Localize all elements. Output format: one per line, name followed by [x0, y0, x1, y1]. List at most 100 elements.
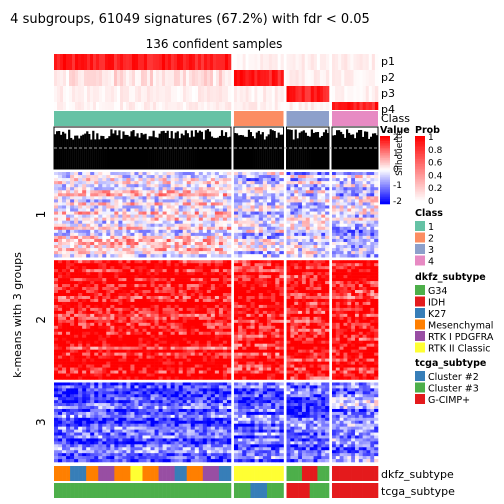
- heat-cell: [271, 181, 276, 185]
- heat-cell: [170, 181, 175, 185]
- heat-cell: [146, 334, 151, 339]
- prob-cell: [266, 102, 270, 110]
- heat-cell: [154, 223, 159, 228]
- heat-cell: [154, 196, 159, 200]
- heat-cell: [250, 263, 255, 267]
- heat-cell: [170, 220, 175, 225]
- heat-cell: [182, 334, 188, 339]
- heat-cell: [130, 275, 135, 279]
- prob-cell: [74, 102, 79, 110]
- prob-cell: [209, 70, 214, 86]
- prob-cell: [203, 70, 208, 86]
- heat-cell: [154, 226, 159, 231]
- heat-cell: [198, 346, 204, 350]
- heat-cell: [70, 334, 75, 339]
- heat-cell: [94, 196, 99, 200]
- heat-cell: [70, 263, 75, 267]
- heat-cell: [351, 245, 356, 249]
- heat-cell: [82, 181, 87, 185]
- heat-cell: [206, 235, 212, 240]
- heat-cell: [78, 343, 83, 347]
- heat-cell: [258, 355, 264, 359]
- heat-cell: [114, 325, 119, 330]
- heat-cell: [351, 175, 356, 179]
- heat-cell: [54, 214, 59, 218]
- heat-cell: [138, 352, 143, 356]
- heat-cell: [134, 293, 139, 297]
- heat-cell: [78, 287, 83, 291]
- prob-cell: [86, 102, 91, 110]
- heat-cell: [82, 235, 87, 240]
- heat-cell: [162, 175, 167, 179]
- prob-cell: [101, 70, 106, 86]
- heat-cell: [170, 223, 175, 228]
- prob-cell: [143, 86, 148, 102]
- heat-cell: [190, 364, 196, 368]
- prob-cell: [125, 70, 130, 86]
- silhouette-bar: [253, 138, 256, 169]
- heat-cell: [246, 352, 251, 356]
- heat-cell: [339, 172, 344, 176]
- heat-cell: [242, 310, 247, 315]
- heat-cell: [54, 310, 59, 315]
- heat-cell: [130, 370, 135, 374]
- heat-cell: [182, 217, 188, 221]
- heat-cell: [58, 337, 63, 342]
- heat-cell: [142, 284, 147, 288]
- class-bar-4: [331, 111, 378, 126]
- heat-cell: [78, 307, 83, 312]
- heat-cell: [118, 260, 123, 264]
- heat-cell: [98, 263, 103, 267]
- prob-cell: [263, 70, 267, 86]
- heat-cell: [317, 220, 322, 225]
- heat-cell: [98, 284, 103, 288]
- heat-cell: [62, 334, 67, 339]
- prob-cell: [59, 102, 64, 110]
- heat-cell: [94, 322, 99, 327]
- prob-cell: [325, 70, 330, 86]
- heat-cell: [142, 263, 147, 267]
- heat-cell: [190, 235, 196, 240]
- prob-cell: [54, 86, 58, 102]
- heat-cell: [198, 272, 204, 276]
- heat-cell: [142, 349, 147, 353]
- heat-cell: [154, 172, 159, 176]
- heat-cell: [150, 313, 155, 318]
- heat-cell: [214, 208, 220, 212]
- heat-cell: [198, 199, 204, 203]
- heat-cell: [74, 346, 79, 350]
- heat-cell: [267, 254, 272, 258]
- heat-cell: [275, 229, 280, 234]
- heat-cell: [146, 193, 151, 197]
- heat-cell: [222, 376, 228, 380]
- heat-cell: [106, 334, 111, 339]
- heat-cell: [246, 355, 251, 359]
- heat-cell: [114, 349, 119, 353]
- heat-cell: [194, 367, 200, 371]
- heat-cell: [242, 358, 247, 362]
- heat-cell: [138, 370, 143, 374]
- heat-cell: [354, 226, 360, 231]
- heat-cell: [194, 217, 200, 221]
- heat-cell: [78, 190, 83, 194]
- heat-cell: [233, 205, 239, 209]
- heat-cell: [82, 307, 87, 312]
- heat-cell: [58, 290, 63, 294]
- heat-cell: [150, 325, 155, 330]
- heat-cell: [275, 278, 280, 282]
- heat-cell: [74, 352, 79, 356]
- heat-cell: [275, 248, 280, 252]
- heat-cell: [126, 322, 131, 327]
- heat-cell: [54, 181, 59, 185]
- heat-cell: [218, 202, 224, 206]
- heat-cell: [62, 287, 67, 291]
- heat-cell: [134, 358, 139, 362]
- heat-cell: [54, 208, 59, 212]
- heat-cell: [174, 184, 179, 188]
- heat-cell: [214, 298, 220, 303]
- heat-cell: [335, 211, 340, 215]
- heat-cell: [54, 364, 59, 368]
- heat-cell: [54, 290, 59, 294]
- heat-cell: [262, 301, 268, 306]
- heat-cell: [366, 205, 371, 209]
